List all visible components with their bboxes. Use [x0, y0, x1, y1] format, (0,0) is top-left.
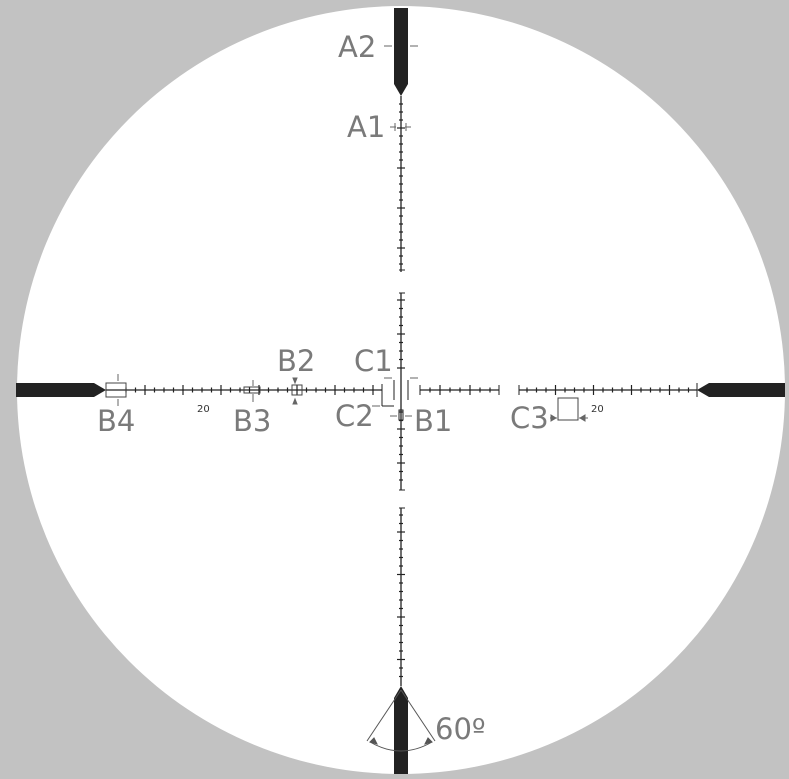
label-c2: C2: [335, 399, 374, 433]
label-a2: A2: [338, 30, 376, 64]
label-a1: A1: [347, 110, 385, 144]
angle-indicator: [366, 689, 436, 752]
right-post: [697, 383, 785, 397]
label-b4: B4: [97, 404, 135, 438]
scale-number-right: 20: [591, 404, 604, 415]
dimension-markers: [105, 45, 588, 422]
thick-posts: [16, 8, 785, 774]
left-post: [16, 383, 106, 397]
label-b2: B2: [277, 344, 315, 378]
scale-number-left: 20: [197, 404, 210, 415]
label-b3: B3: [233, 404, 271, 438]
angle-arc: [369, 741, 433, 752]
tick-marks: [125, 103, 690, 678]
label-b1: B1: [414, 404, 452, 438]
angle-ray-right: [400, 689, 436, 742]
angle-ray-left: [366, 689, 402, 742]
center-detail: [381, 269, 698, 509]
label-c1: C1: [354, 344, 393, 378]
bottom-post: [394, 686, 408, 774]
top-post: [394, 8, 408, 96]
label-angle: 60º: [435, 712, 486, 746]
label-c3: C3: [510, 401, 549, 435]
